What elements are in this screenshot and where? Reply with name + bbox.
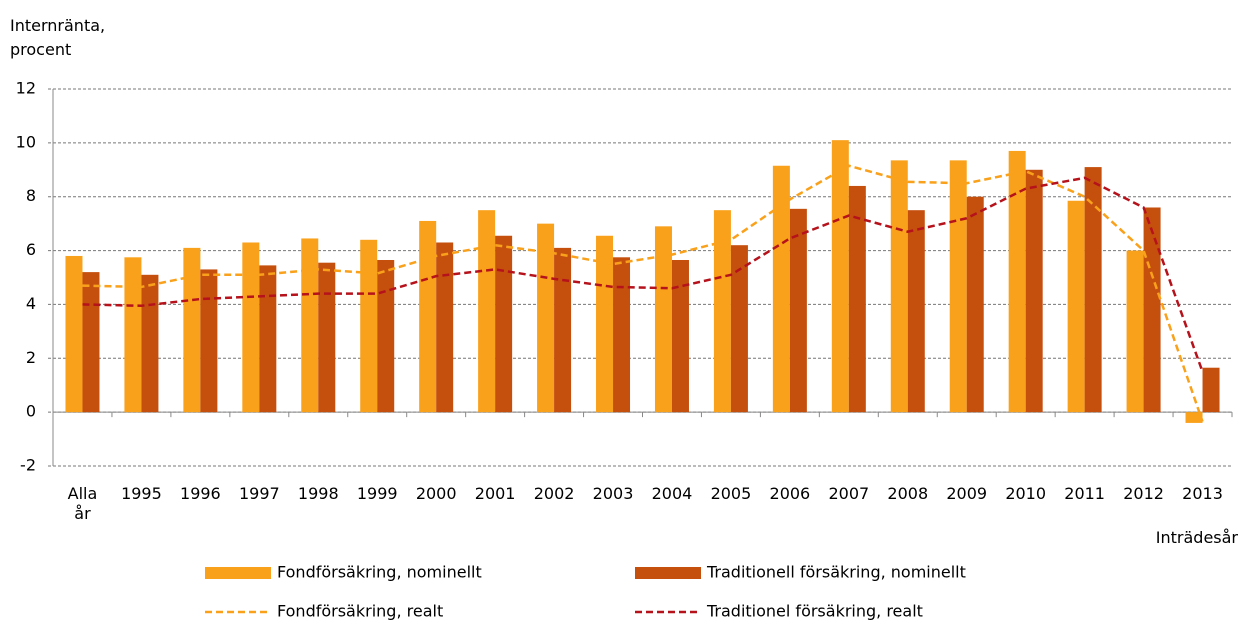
bar: [478, 210, 496, 413]
bar: [1084, 167, 1102, 413]
legend-swatch: [635, 567, 701, 579]
x-tick-label: 2004: [651, 484, 693, 503]
bar: [613, 257, 631, 413]
bar: [671, 259, 689, 413]
bar: [1126, 250, 1144, 413]
bar: [831, 140, 849, 413]
bar: [730, 245, 748, 413]
bar: [301, 238, 319, 413]
bar: [65, 255, 83, 413]
bar: [1185, 412, 1203, 423]
bar: [1067, 200, 1085, 413]
bar: [654, 226, 672, 413]
bar: [966, 196, 984, 413]
legend-swatch: [205, 567, 271, 579]
bar: [495, 235, 513, 413]
legend-label: Traditionel försäkring, realt: [706, 602, 923, 621]
bar: [419, 220, 437, 413]
x-axis-title: Inträdesår: [1155, 528, 1238, 547]
x-tick-label: 1999: [356, 484, 398, 503]
y-tick-label: 10: [16, 132, 36, 151]
bar: [537, 223, 555, 413]
bar: [1008, 150, 1026, 413]
bar: [183, 247, 201, 413]
x-tick-label: 2007: [828, 484, 870, 503]
x-tick-label: 2000: [415, 484, 457, 503]
x-tick-label: 2012: [1123, 484, 1164, 503]
bar: [141, 274, 159, 413]
bar: [713, 210, 731, 413]
bar: [242, 242, 260, 413]
x-tick-label: 2005: [710, 484, 752, 503]
x-tick-label: 2003: [592, 484, 634, 503]
x-tick-label: 2001: [474, 484, 516, 503]
bar: [82, 272, 100, 413]
y-tick-label: 6: [26, 240, 36, 259]
x-tick-label: 2006: [769, 484, 811, 503]
bar: [1143, 207, 1161, 413]
y-tick-label: 0: [26, 402, 36, 421]
x-tick-label: 1995: [121, 484, 162, 503]
line: [82, 164, 1204, 422]
x-tick-label: 2008: [887, 484, 929, 503]
x-tick-label: 1996: [180, 484, 221, 503]
bar: [436, 242, 454, 413]
bar: [596, 235, 614, 413]
bar: [949, 160, 967, 413]
y-tick-label: 12: [16, 79, 36, 98]
bar: [848, 185, 866, 413]
x-tick-label: 2009: [946, 484, 988, 503]
x-tick-label: 1998: [297, 484, 339, 503]
bar: [259, 265, 277, 413]
bar: [200, 269, 218, 413]
bar: [907, 210, 925, 413]
bar: [554, 247, 572, 413]
x-tick-label: 2013: [1182, 484, 1223, 503]
x-tick-label: 2010: [1005, 484, 1047, 503]
legend-label: Fondförsäkring, nominellt: [277, 563, 482, 582]
y-tick-label: 2: [26, 348, 36, 367]
bar: [360, 239, 378, 413]
x-tick-label: 2011: [1064, 484, 1105, 503]
x-tick-label: 2002: [533, 484, 575, 503]
bar: [789, 208, 807, 413]
bar: [1202, 367, 1220, 413]
x-tick-label: Alla år: [67, 484, 98, 523]
bar: [124, 257, 142, 413]
bar: [890, 160, 908, 413]
bar: [377, 259, 395, 413]
legend-label: Fondförsäkring, realt: [277, 602, 443, 621]
bar: [318, 262, 336, 413]
bar: [772, 165, 790, 413]
bar: [1025, 169, 1043, 413]
legend-label: Traditionell försäkring, nominellt: [706, 563, 966, 582]
line: [82, 176, 1204, 373]
y-tick-label: 4: [26, 294, 36, 313]
y-tick-label: 8: [26, 186, 36, 205]
x-tick-label: 1997: [238, 484, 280, 503]
y-axis-title: Internränta, procent: [10, 16, 106, 59]
y-tick-label: -2: [20, 456, 36, 475]
